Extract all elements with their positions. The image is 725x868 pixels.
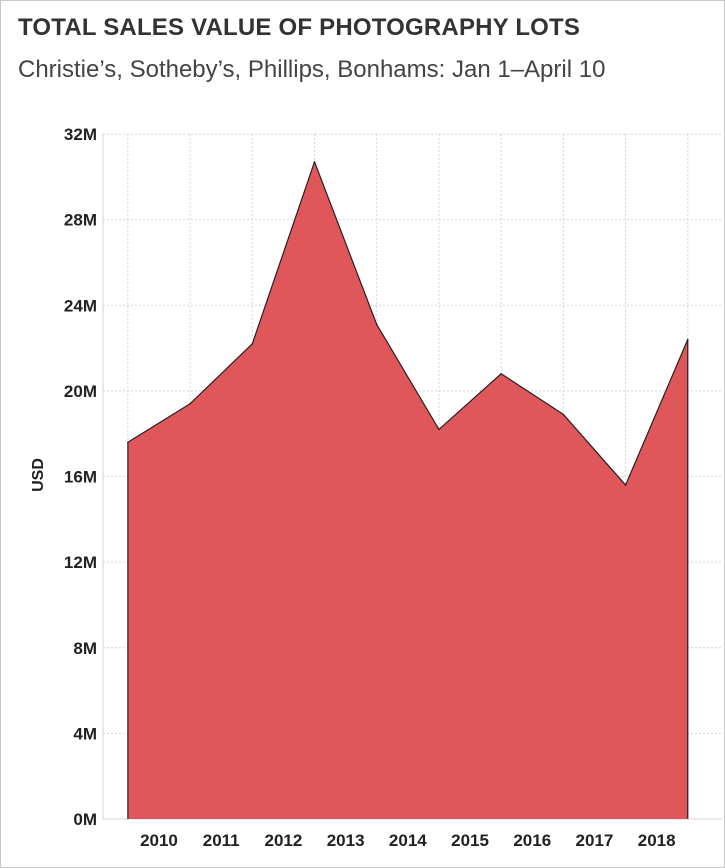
x-tick-label: 2013 [327, 831, 365, 850]
y-tick-label: 24M [64, 296, 97, 315]
y-tick-label: 32M [64, 125, 97, 144]
y-tick-label: 16M [64, 468, 97, 487]
x-tick-label: 2011 [203, 831, 240, 850]
x-tick-label: 2010 [140, 831, 178, 850]
y-tick-label: 4M [73, 724, 97, 743]
data-point [500, 372, 502, 375]
x-tick-label: 2014 [389, 831, 427, 850]
y-tick-label: 12M [64, 553, 97, 572]
area-outline [127, 161, 689, 819]
chart-subtitle: Christie’s, Sotheby’s, Phillips, Bonhams… [18, 56, 606, 83]
x-tick-label: 2017 [576, 831, 614, 850]
y-axis: 0M 4M 8M 12M 16M 20M 24M 28M 32M [64, 125, 97, 829]
x-tick-label: 2015 [451, 831, 489, 850]
data-point [375, 323, 378, 326]
data-point [127, 441, 129, 444]
data-point [189, 402, 191, 405]
x-axis: 2010 2011 2012 2013 2014 2015 2016 2017 2018 [140, 831, 676, 850]
y-tick-label: 0M [73, 810, 97, 829]
x-tick-label: 2016 [513, 831, 551, 850]
data-point [562, 413, 565, 416]
x-tick-label: 2018 [638, 831, 676, 850]
data-point [624, 484, 627, 486]
plot-area [127, 161, 689, 819]
y-tick-label: 20M [64, 382, 97, 401]
y-axis-label: USD [30, 458, 47, 492]
area-fill [127, 161, 688, 819]
x-tick-label: 2012 [264, 831, 302, 850]
data-point [686, 338, 689, 341]
chart-title: TOTAL SALES VALUE OF PHOTOGRAPHY LOTS [18, 14, 581, 41]
data-point [251, 342, 254, 345]
y-tick-label: 28M [64, 211, 97, 230]
y-tick-label: 8M [73, 639, 97, 658]
data-point [313, 161, 316, 163]
data-point [438, 428, 440, 431]
